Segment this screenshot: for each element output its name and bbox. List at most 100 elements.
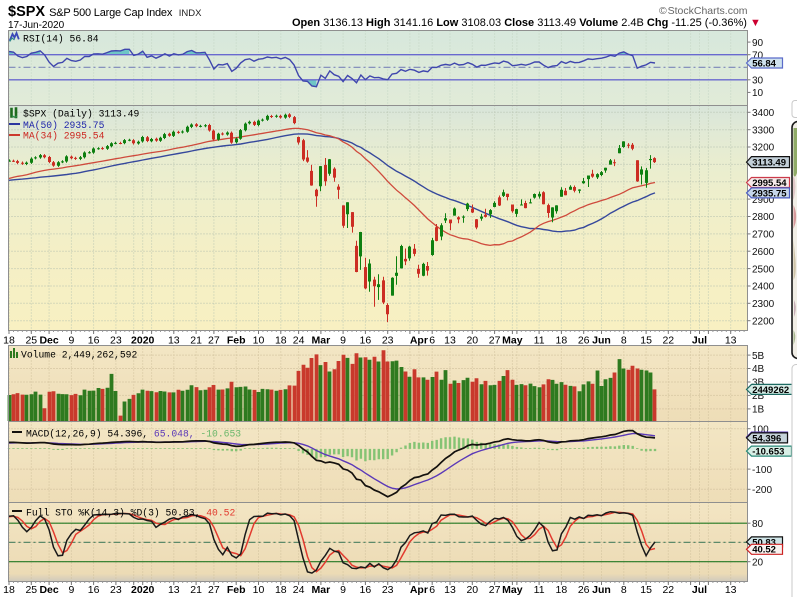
svg-text:5B: 5B bbox=[752, 351, 765, 362]
svg-text:Feb: Feb bbox=[227, 584, 246, 596]
svg-text:11: 11 bbox=[534, 584, 545, 596]
svg-text:MA(34) 2995.54: MA(34) 2995.54 bbox=[23, 131, 105, 142]
svg-text:9: 9 bbox=[68, 584, 74, 596]
svg-text:Mar: Mar bbox=[312, 334, 331, 346]
svg-text:Feb: Feb bbox=[227, 334, 246, 346]
svg-text:22: 22 bbox=[662, 334, 674, 346]
svg-text:23: 23 bbox=[382, 584, 394, 596]
svg-text:2B: 2B bbox=[752, 391, 765, 402]
svg-text:23: 23 bbox=[382, 334, 394, 346]
svg-text:6: 6 bbox=[429, 334, 435, 346]
svg-text:4B: 4B bbox=[752, 364, 765, 375]
svg-text:May: May bbox=[502, 584, 523, 596]
svg-text:18: 18 bbox=[556, 584, 568, 596]
svg-text:3200: 3200 bbox=[752, 143, 775, 154]
svg-text:23: 23 bbox=[110, 334, 122, 346]
svg-text:MACD(12,26,9) 54.396, 65.048,: MACD(12,26,9) 54.396, 65.048, -10.653 bbox=[26, 429, 241, 440]
svg-text:70: 70 bbox=[752, 50, 764, 61]
svg-text:8: 8 bbox=[621, 584, 627, 596]
svg-text:Apr: Apr bbox=[410, 334, 428, 346]
svg-text:13: 13 bbox=[444, 584, 456, 596]
svg-text:18: 18 bbox=[556, 334, 568, 346]
svg-text:20: 20 bbox=[466, 584, 478, 596]
svg-text:56.84: 56.84 bbox=[752, 58, 776, 69]
svg-text:26: 26 bbox=[578, 584, 590, 596]
svg-text:8: 8 bbox=[621, 334, 627, 346]
svg-text:13: 13 bbox=[725, 584, 737, 596]
svg-text:2995.54: 2995.54 bbox=[752, 178, 787, 189]
svg-text:2449262: 2449262 bbox=[752, 385, 789, 396]
svg-text:Dec: Dec bbox=[39, 584, 58, 596]
svg-text:27: 27 bbox=[489, 334, 501, 346]
svg-text:Jul: Jul bbox=[692, 584, 707, 596]
svg-text:13: 13 bbox=[168, 334, 180, 346]
svg-text:10: 10 bbox=[752, 88, 764, 99]
svg-text:27: 27 bbox=[489, 584, 501, 596]
svg-text:9: 9 bbox=[340, 584, 346, 596]
svg-text:54.396: 54.396 bbox=[752, 433, 781, 444]
svg-text:16: 16 bbox=[360, 334, 372, 346]
svg-text:18: 18 bbox=[3, 584, 15, 596]
svg-text:MA(50) 2935.75: MA(50) 2935.75 bbox=[23, 120, 105, 131]
svg-text:100: 100 bbox=[752, 424, 769, 435]
svg-text:21: 21 bbox=[190, 334, 202, 346]
svg-text:15: 15 bbox=[640, 334, 652, 346]
svg-text:May: May bbox=[502, 334, 523, 346]
svg-text:25: 25 bbox=[25, 334, 37, 346]
svg-text:18: 18 bbox=[275, 334, 287, 346]
svg-text:18: 18 bbox=[3, 334, 15, 346]
svg-text:15: 15 bbox=[640, 584, 652, 596]
svg-text:2800: 2800 bbox=[752, 212, 775, 223]
svg-text:2900: 2900 bbox=[752, 195, 775, 206]
svg-text:16: 16 bbox=[88, 584, 100, 596]
svg-text:27: 27 bbox=[208, 334, 220, 346]
svg-text:9: 9 bbox=[340, 334, 346, 346]
svg-text:2600: 2600 bbox=[752, 247, 775, 258]
svg-text:26: 26 bbox=[578, 334, 590, 346]
svg-text:2200: 2200 bbox=[752, 316, 775, 327]
svg-text:13: 13 bbox=[444, 334, 456, 346]
svg-text:2020: 2020 bbox=[131, 334, 155, 346]
svg-text:16: 16 bbox=[88, 334, 100, 346]
svg-text:Apr: Apr bbox=[410, 584, 428, 596]
svg-text:2935.75: 2935.75 bbox=[752, 188, 787, 199]
svg-text:30: 30 bbox=[752, 76, 764, 87]
svg-text:2300: 2300 bbox=[752, 299, 775, 310]
svg-text:24: 24 bbox=[293, 334, 305, 346]
svg-text:-100: -100 bbox=[752, 465, 772, 476]
svg-text:2400: 2400 bbox=[752, 282, 775, 293]
svg-text:21: 21 bbox=[190, 584, 202, 596]
svg-text:3113.49: 3113.49 bbox=[752, 158, 786, 169]
svg-text:6: 6 bbox=[429, 584, 435, 596]
svg-text:90: 90 bbox=[752, 38, 764, 49]
svg-text:$SPX (Daily) 3113.49: $SPX (Daily) 3113.49 bbox=[23, 109, 139, 120]
svg-text:Mar: Mar bbox=[312, 584, 331, 596]
svg-text:Full STO %K(14,3) %D(3) 50.83,: Full STO %K(14,3) %D(3) 50.83, 40.52 bbox=[26, 508, 235, 519]
svg-text:16: 16 bbox=[360, 584, 372, 596]
svg-text:1B: 1B bbox=[752, 405, 765, 416]
svg-text:18: 18 bbox=[275, 584, 287, 596]
svg-text:3300: 3300 bbox=[752, 125, 775, 136]
svg-text:40.52: 40.52 bbox=[752, 545, 776, 556]
svg-text:10: 10 bbox=[253, 334, 265, 346]
svg-text:25: 25 bbox=[25, 584, 37, 596]
svg-text:Jun: Jun bbox=[592, 334, 611, 346]
svg-text:2020: 2020 bbox=[131, 584, 155, 596]
svg-text:27: 27 bbox=[208, 584, 220, 596]
svg-text:22: 22 bbox=[662, 584, 674, 596]
svg-text:80: 80 bbox=[752, 519, 764, 530]
svg-text:3400: 3400 bbox=[752, 108, 775, 119]
svg-text:3B: 3B bbox=[752, 378, 765, 389]
svg-text:Jul: Jul bbox=[692, 334, 707, 346]
svg-text:10: 10 bbox=[253, 584, 265, 596]
svg-text:50.83: 50.83 bbox=[752, 537, 776, 548]
svg-text:13: 13 bbox=[725, 334, 737, 346]
svg-text:-10.653: -10.653 bbox=[752, 447, 784, 458]
svg-text:13: 13 bbox=[168, 584, 180, 596]
svg-text:Dec: Dec bbox=[39, 334, 58, 346]
svg-text:Volume 2,449,262,592: Volume 2,449,262,592 bbox=[21, 350, 137, 361]
svg-text:2700: 2700 bbox=[752, 230, 775, 241]
svg-text:RSI(14) 56.84: RSI(14) 56.84 bbox=[23, 34, 99, 45]
svg-text:Jun: Jun bbox=[592, 584, 611, 596]
svg-text:24: 24 bbox=[293, 584, 305, 596]
